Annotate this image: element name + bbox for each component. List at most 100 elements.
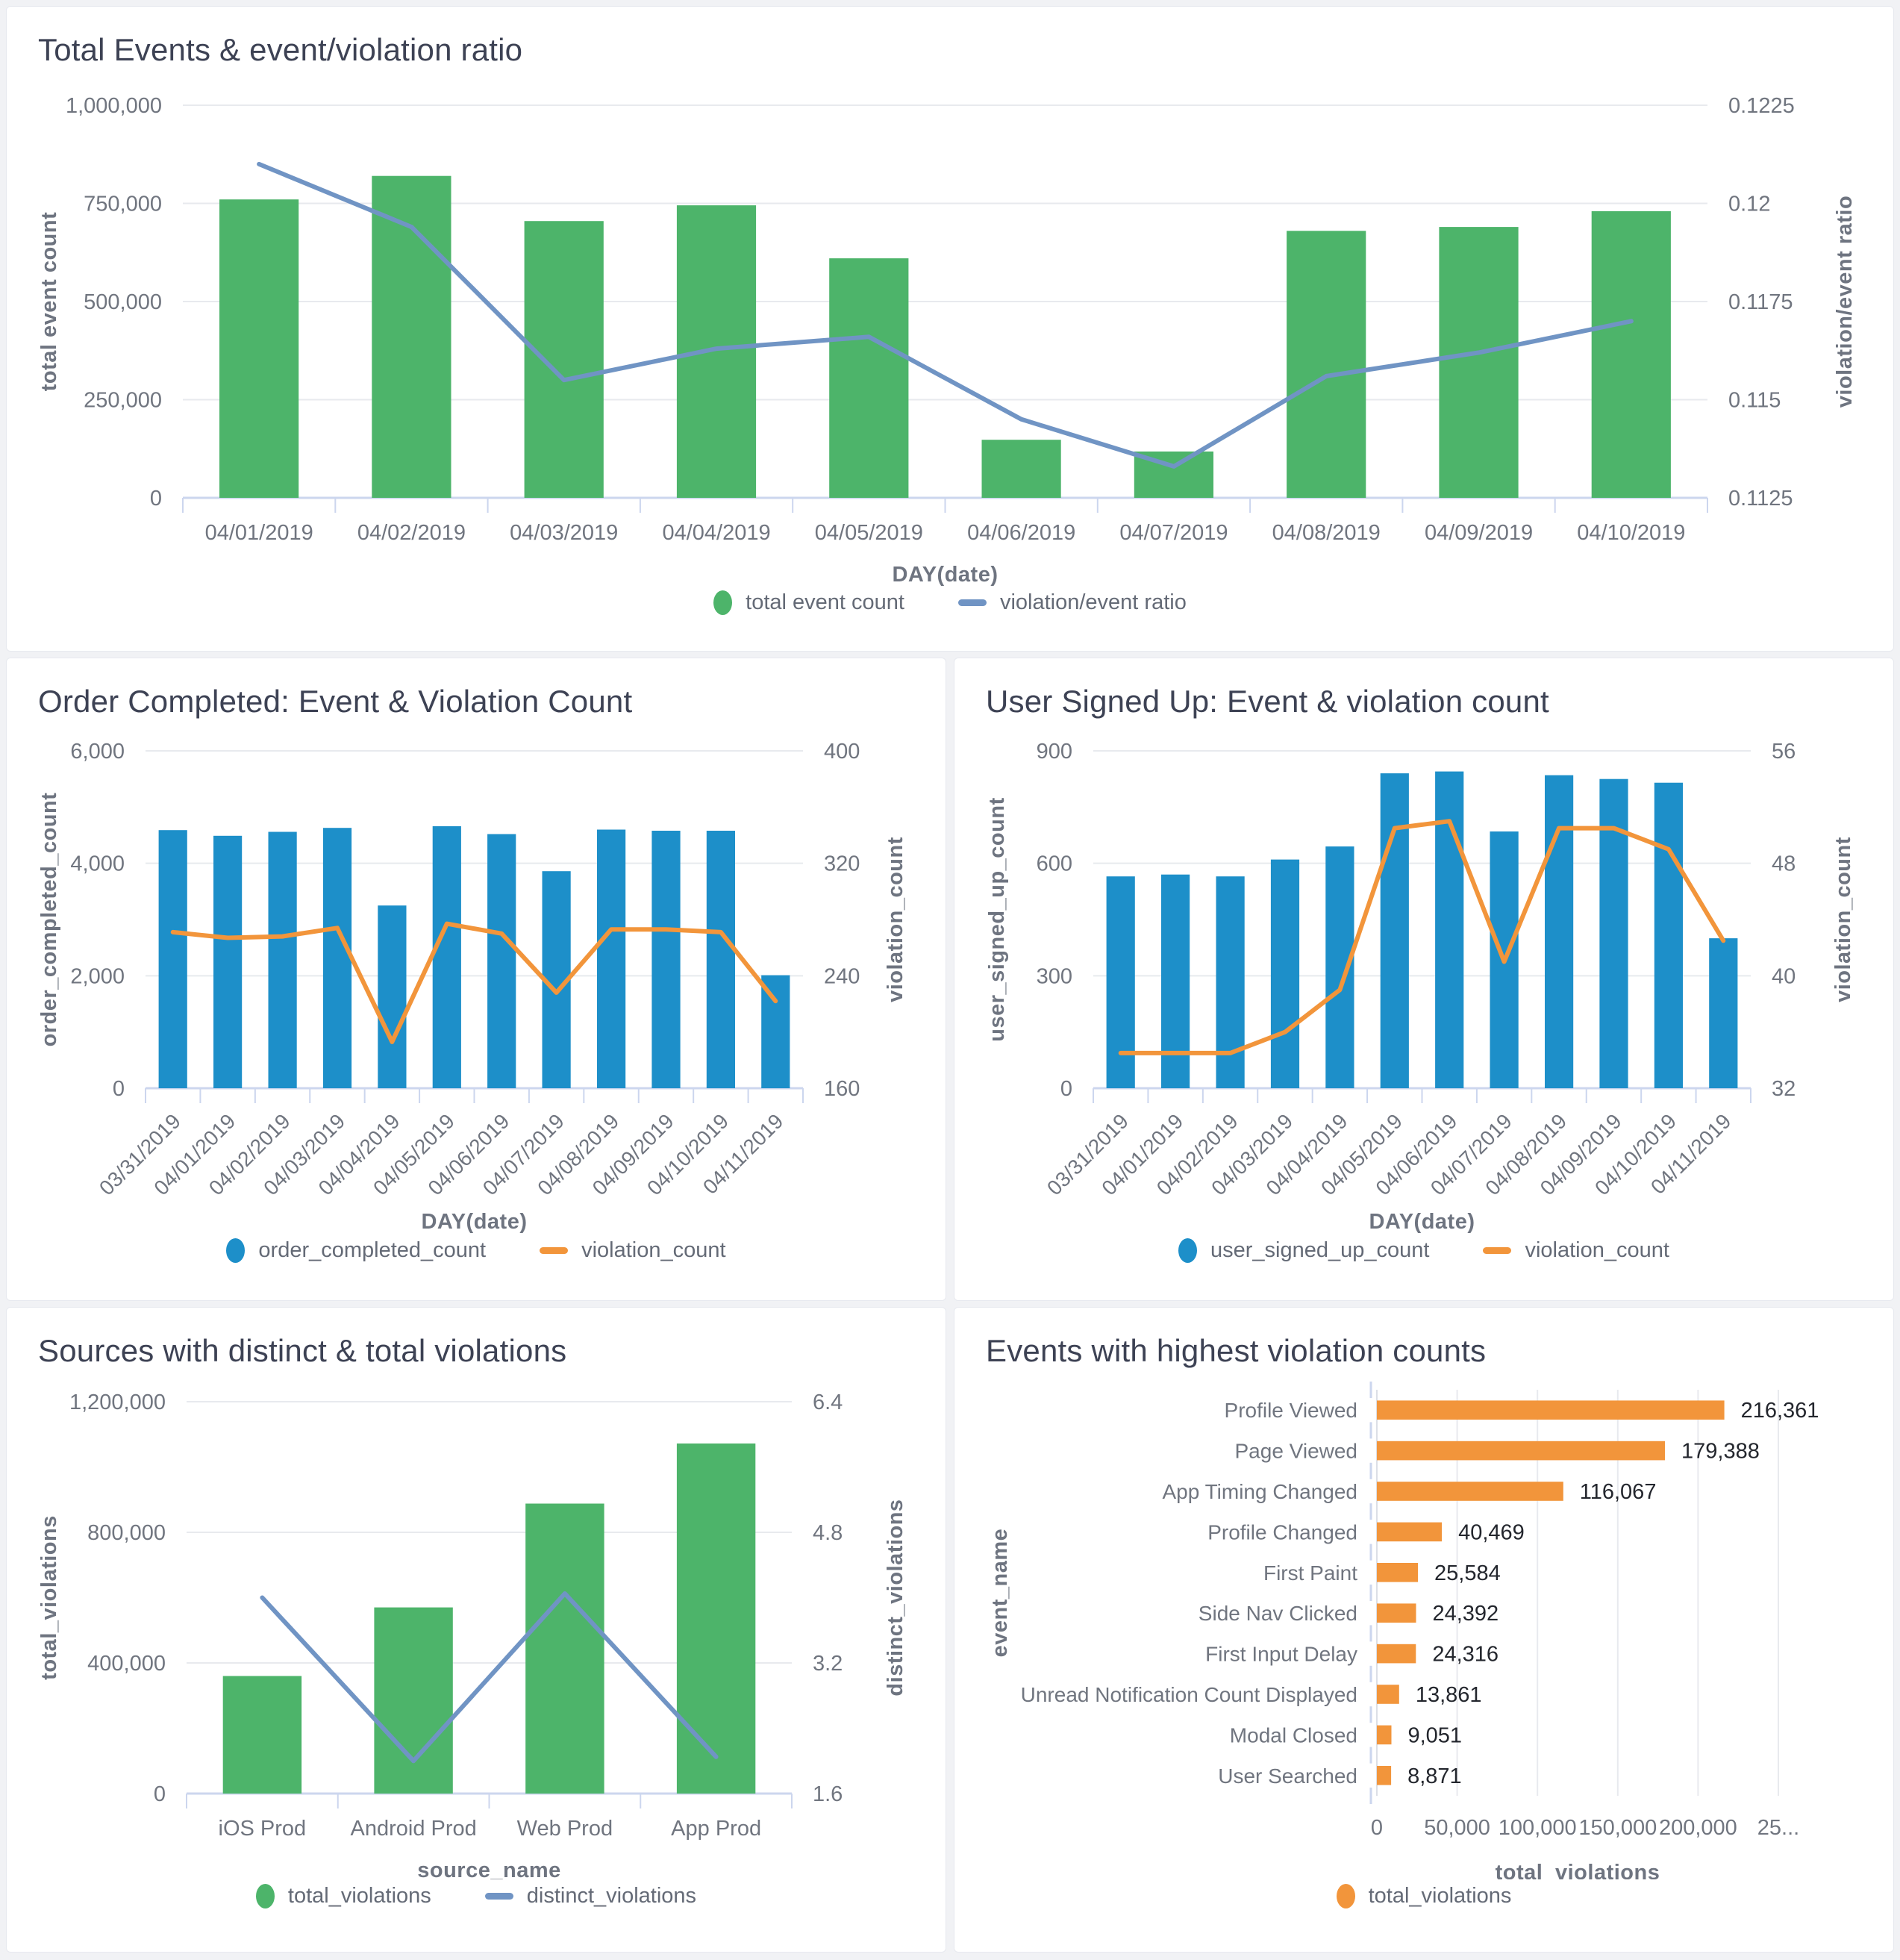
tick-label: 50,000 — [1424, 1816, 1490, 1840]
bar[interactable] — [432, 825, 461, 1088]
legend-label: order_completed_count — [258, 1238, 487, 1262]
bar[interactable] — [981, 440, 1061, 498]
tick-label: 1,200,000 — [69, 1391, 166, 1414]
bar[interactable] — [1377, 1441, 1665, 1461]
bar[interactable] — [1106, 876, 1135, 1088]
legend-item-order-completed-count[interactable]: order_completed_count — [226, 1238, 486, 1263]
panel-title: Events with highest violation counts — [986, 1333, 1487, 1368]
bar[interactable] — [676, 205, 757, 498]
category-label: First Input Delay — [1205, 1643, 1357, 1666]
bar[interactable] — [1216, 876, 1245, 1088]
legend-item-total-violations[interactable]: total_violations — [1336, 1884, 1511, 1908]
bar[interactable] — [1654, 782, 1683, 1088]
bar[interactable] — [651, 831, 681, 1088]
line-series[interactable] — [1118, 819, 1726, 1055]
bar[interactable] — [597, 829, 626, 1089]
bar[interactable] — [761, 975, 790, 1088]
legend-dash-icon — [540, 1247, 569, 1254]
bar[interactable] — [1287, 231, 1366, 498]
bar[interactable] — [1161, 874, 1190, 1088]
sources-violations-chart[interactable]: 0 1.6 400,000 3.2 800,000 4.8 1,200,000 6.4 iOS … — [34, 1379, 919, 1879]
bar[interactable] — [1380, 773, 1409, 1088]
value-label: 25,584 — [1434, 1561, 1501, 1585]
category-label: Unread Notification Count Displayed — [1021, 1683, 1357, 1706]
bar[interactable] — [1377, 1685, 1399, 1704]
legend-item-violation-count[interactable]: violation_count — [1483, 1238, 1669, 1263]
bar[interactable] — [268, 831, 297, 1089]
bar[interactable] — [1377, 1482, 1563, 1501]
bar[interactable] — [1377, 1522, 1443, 1542]
bar[interactable] — [1439, 227, 1519, 498]
line-series[interactable] — [257, 161, 1634, 469]
tick-label: 40 — [1772, 964, 1796, 988]
bar[interactable] — [1270, 859, 1300, 1088]
axis-title: DAY(date) — [892, 563, 998, 586]
tick-label: App Prod — [671, 1817, 761, 1841]
tick-label: Android Prod — [350, 1817, 476, 1841]
legend-item-user-signed-up-count[interactable]: user_signed_up_count — [1178, 1238, 1429, 1263]
axis-title: total_violations — [37, 1515, 61, 1680]
tick-label: 04/03/2019 — [510, 521, 618, 545]
legend: user_signed_up_count violation_count — [981, 1238, 1866, 1263]
legend-dash-icon — [484, 1893, 513, 1900]
tick-label: 56 — [1772, 740, 1796, 764]
tick-label: 04/01/2019 — [205, 521, 313, 545]
legend-item-total-violations[interactable]: total_violations — [255, 1884, 431, 1908]
bar[interactable] — [525, 1503, 604, 1794]
tick-label: 0 — [113, 1077, 125, 1101]
legend-item-total-event-count[interactable]: total event count — [713, 590, 904, 615]
panel-order-completed: Order Completed: Event & Violation Count… — [6, 658, 946, 1301]
tick-label: 0.12 — [1728, 193, 1770, 216]
bar[interactable] — [1377, 1603, 1416, 1623]
bar[interactable] — [374, 1607, 453, 1794]
tick-label: 800,000 — [87, 1521, 166, 1545]
tick-label: 04/06/2019 — [967, 521, 1075, 545]
tick-label: 04/02/2019 — [357, 521, 466, 545]
bar[interactable] — [1377, 1644, 1416, 1664]
panel-title: User Signed Up: Event & violation count — [986, 684, 1549, 719]
legend-dot-icon — [1178, 1238, 1198, 1263]
legend-label: violation_count — [581, 1238, 726, 1262]
bar[interactable] — [676, 1444, 756, 1794]
bar[interactable] — [1545, 775, 1574, 1088]
bar[interactable] — [158, 830, 187, 1088]
bar[interactable] — [222, 1676, 302, 1794]
bar[interactable] — [524, 221, 604, 498]
bar[interactable] — [322, 828, 352, 1088]
tick-label: 1.6 — [813, 1782, 843, 1806]
bar[interactable] — [1377, 1725, 1392, 1745]
dashboard-row-2: Order Completed: Event & Violation Count… — [6, 658, 1894, 1301]
bar[interactable] — [372, 175, 451, 498]
bar[interactable] — [1591, 211, 1671, 498]
legend-item-distinct-violations[interactable]: distinct_violations — [484, 1884, 697, 1908]
legend-item-violation-event-ratio[interactable]: violation/event ratio — [957, 590, 1187, 615]
panel-top-violation-events: Events with highest violation counts 0 50… — [954, 1307, 1894, 1953]
panel-title: Sources with distinct & total violations — [38, 1333, 567, 1368]
bar[interactable] — [1377, 1400, 1725, 1420]
legend-item-violation-count[interactable]: violation_count — [540, 1238, 726, 1263]
bar[interactable] — [1377, 1766, 1392, 1785]
bar[interactable] — [706, 831, 735, 1088]
total-events-chart[interactable]: 0 0.1125 250,000 0.115 500,000 0.1175 750,000 0… — [34, 78, 1868, 586]
legend-label: total event count — [746, 590, 904, 614]
top-events-chart[interactable]: 0 50,000 100,000 150,000 200,000 25... 216,361… — [981, 1379, 1866, 1879]
legend-dot-icon — [226, 1238, 246, 1263]
line-series[interactable] — [260, 1591, 719, 1764]
bar[interactable] — [378, 905, 407, 1088]
bar[interactable] — [1709, 938, 1738, 1088]
category-label: First Paint — [1263, 1561, 1357, 1585]
bar[interactable] — [1377, 1563, 1419, 1582]
line-series[interactable] — [170, 921, 778, 1044]
bar[interactable] — [487, 834, 516, 1089]
tick-label: 600 — [1037, 852, 1072, 876]
dashboard-row-3: Sources with distinct & total violations… — [6, 1307, 1894, 1953]
bar[interactable] — [219, 199, 299, 498]
legend-label: distinct_violations — [526, 1884, 697, 1908]
tick-label: 04/09/2019 — [1425, 521, 1533, 545]
bar[interactable] — [213, 835, 243, 1088]
value-label: 116,067 — [1580, 1480, 1657, 1504]
bar[interactable] — [829, 258, 909, 498]
bar[interactable] — [1599, 778, 1628, 1088]
